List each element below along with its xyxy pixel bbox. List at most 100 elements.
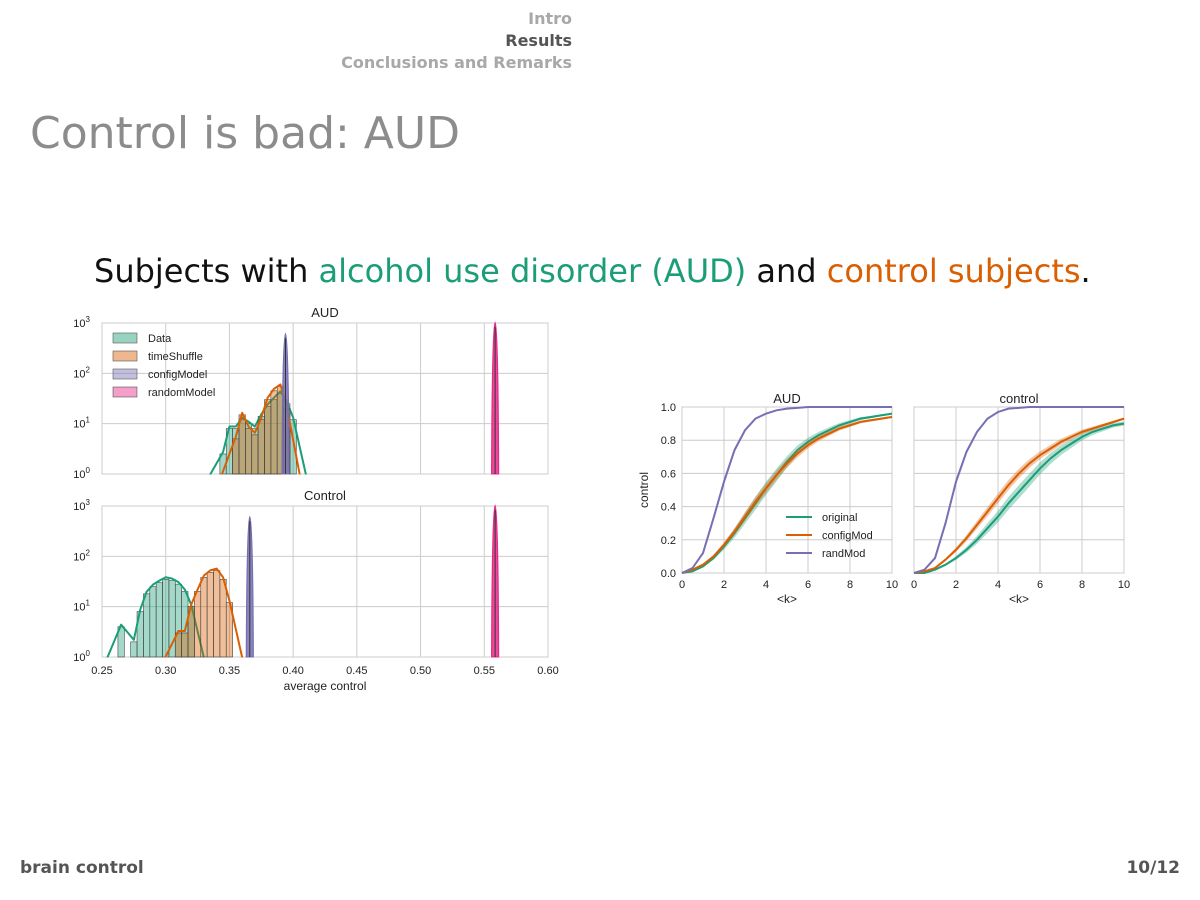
panel-title: control (999, 391, 1038, 406)
subtitle-middle: and (746, 252, 827, 290)
x-tick-label: 4 (995, 579, 1001, 591)
y-axis-label: control (637, 472, 651, 508)
panel-title: AUD (311, 305, 338, 320)
subtitle-control-text: control subjects (826, 252, 1081, 290)
y-tick-label: 0.6 (661, 468, 676, 480)
slide-subtitle: Subjects with alcohol use disorder (AUD)… (94, 252, 1091, 290)
x-tick-label: 6 (1037, 579, 1043, 591)
series-line (914, 422, 1125, 574)
legend-label: timeShuffle (148, 351, 203, 363)
series-line (681, 406, 892, 574)
legend-swatch (112, 350, 138, 362)
x-tick-label: 10 (886, 579, 898, 591)
bar (155, 582, 163, 658)
curve-panel-0: 0 2 4 6 8 10 0.0 0.2 0.4 0.6 0.8 1.0 AUD <k> control or… (637, 391, 898, 606)
y-tick-label: 0.2 (661, 535, 676, 547)
subtitle-prefix: Subjects with (94, 252, 319, 290)
bar (181, 632, 189, 658)
footer-title: brain control (20, 858, 144, 878)
x-tick-label: 6 (805, 579, 811, 591)
histogram-chart: 100 101 102 103 AUD Data timeShuffle configMode… (73, 305, 558, 693)
legend-label: randMod (822, 548, 865, 560)
bar (245, 428, 253, 475)
y-tick-label: 103 (73, 315, 90, 330)
y-tick-label: 102 (73, 365, 90, 380)
bar (149, 586, 157, 658)
legend-label: original (822, 512, 857, 524)
y-tick-label: 0.4 (661, 502, 676, 514)
nav-item-intro[interactable]: Intro (528, 9, 572, 28)
y-tick-label: 100 (73, 466, 90, 481)
bar (206, 572, 214, 658)
x-tick-label: 4 (763, 579, 769, 591)
x-tick-label: 2 (953, 579, 959, 591)
bar (200, 577, 208, 658)
bar (162, 578, 170, 658)
subtitle-aud-text: alcohol use disorder (AUD) (318, 252, 747, 290)
series-line (681, 412, 893, 574)
x-tick-label: 0 (679, 579, 685, 591)
control-curve-chart: 0 2 4 6 8 10 0.0 0.2 0.4 0.6 0.8 1.0 AUD <k> control or… (637, 391, 1130, 606)
series-line (913, 406, 1124, 574)
y-tick-label: 1.0 (661, 402, 676, 414)
bar (143, 593, 151, 658)
histogram-panel-1: 100 101 102 103 Control 0.25 0.30 0.35 0.40 0.45 0… (73, 488, 558, 693)
y-tick-label: 102 (73, 548, 90, 563)
confidence-band (914, 421, 1124, 573)
x-tick-label: 2 (721, 579, 727, 591)
density-curve (161, 567, 245, 664)
confidence-band (682, 416, 892, 573)
curve-panel-1: 0 2 4 6 8 10 control <k> (911, 391, 1130, 606)
panel-title: Control (304, 488, 346, 503)
y-tick-label: 103 (73, 498, 90, 513)
y-tick-label: 100 (73, 649, 90, 664)
page-number: 10/12 (1126, 858, 1180, 878)
nav-item-conclusions[interactable]: Conclusions and Remarks (341, 53, 572, 72)
density-curve (104, 576, 207, 664)
section-navigation: Intro Results Conclusions and Remarks (341, 8, 572, 74)
x-tick-label: 0.60 (537, 665, 558, 677)
axis-mask (100, 657, 550, 665)
x-tick-label: 0.25 (91, 665, 112, 677)
series-line (913, 417, 1125, 574)
bar (130, 641, 138, 658)
x-tick-label: 8 (1079, 579, 1085, 591)
x-tick-label: 0.45 (346, 665, 367, 677)
bar (270, 390, 278, 475)
legend-swatch (112, 368, 138, 380)
x-tick-label: 0.40 (282, 665, 303, 677)
histogram-panel-0: 100 101 102 103 AUD Data timeShuffle configMode… (73, 305, 550, 482)
x-tick-label: 0 (911, 579, 917, 591)
panel-title: AUD (773, 391, 800, 406)
bar (251, 434, 259, 475)
y-tick-label: 101 (73, 599, 90, 614)
series-line (681, 415, 893, 574)
legend-label: configModel (148, 369, 207, 381)
slide-title: Control is bad: AUD (30, 108, 460, 159)
legend-label: Data (148, 333, 172, 345)
plot-area (681, 406, 893, 574)
bar (219, 578, 227, 658)
y-tick-label: 0.8 (661, 435, 676, 447)
legend-swatch (112, 386, 138, 398)
x-axis-label: <k> (777, 592, 797, 606)
nav-item-results[interactable]: Results (505, 31, 572, 50)
legend-swatch (112, 332, 138, 344)
x-tick-label: 0.50 (410, 665, 431, 677)
y-tick-label: 0.0 (661, 568, 676, 580)
x-tick-label: 0.30 (155, 665, 176, 677)
x-tick-label: 8 (847, 579, 853, 591)
x-axis-label: <k> (1009, 592, 1029, 606)
x-tick-label: 0.55 (474, 665, 495, 677)
legend-label: configMod (822, 530, 873, 542)
bar (213, 570, 221, 658)
bar (257, 419, 265, 475)
plot-area (101, 322, 549, 475)
x-tick-label: 10 (1118, 579, 1130, 591)
x-axis-label: average control (284, 679, 367, 693)
axis-mask (100, 474, 550, 482)
bar (264, 399, 272, 475)
subtitle-suffix: . (1080, 252, 1091, 290)
bar (194, 591, 202, 658)
legend-label: randomModel (148, 387, 215, 399)
